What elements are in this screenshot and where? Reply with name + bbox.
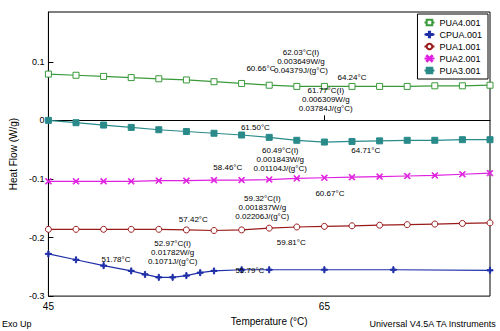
svg-text:51.78°C: 51.78°C [102,255,131,264]
svg-text:60.66°C: 60.66°C [246,64,275,73]
svg-text:0.1071J/(g°C): 0.1071J/(g°C) [148,257,198,266]
svg-text:0.01782W/g: 0.01782W/g [151,248,194,257]
svg-text:0.03784J/(g°C): 0.03784J/(g°C) [299,104,353,113]
svg-text:0: 0 [39,115,44,125]
svg-text:0.02206J/(g°C): 0.02206J/(g°C) [235,212,289,221]
svg-text:0.1: 0.1 [32,57,45,67]
svg-text:Exo Up: Exo Up [2,319,32,329]
svg-text:PUA2.001: PUA2.001 [439,54,480,64]
svg-text:55.79°C: 55.79°C [235,266,264,275]
svg-text:0.001837W/g: 0.001837W/g [239,203,287,212]
svg-text:PUA4.001: PUA4.001 [439,18,480,28]
svg-text:-0.1: -0.1 [29,174,45,184]
svg-text:Temperature (°C): Temperature (°C) [231,316,308,327]
svg-text:-0.3: -0.3 [29,291,45,301]
svg-text:0.003649W/g: 0.003649W/g [277,57,325,66]
svg-text:60.67°C: 60.67°C [315,189,344,198]
svg-text:0.01104J/(g°C): 0.01104J/(g°C) [254,164,308,173]
svg-text:0.04379J/(g°C): 0.04379J/(g°C) [274,66,328,75]
svg-text:PUA3.001: PUA3.001 [439,66,480,76]
svg-text:64.24°C: 64.24°C [338,73,367,82]
svg-text:0.001843W/g: 0.001843W/g [256,155,304,164]
svg-text:CPUA.001: CPUA.001 [439,30,482,40]
svg-text:59.32°C(I): 59.32°C(I) [244,194,281,203]
svg-text:65: 65 [319,301,331,312]
svg-text:PUA1.001: PUA1.001 [439,42,480,52]
svg-text:Universal V4.5A TA Instruments: Universal V4.5A TA Instruments [370,319,497,329]
svg-text:58.46°C: 58.46°C [213,163,242,172]
svg-text:61.77°C(I): 61.77°C(I) [308,86,345,95]
svg-text:-0.2: -0.2 [29,233,45,243]
svg-text:62.03°C(I): 62.03°C(I) [283,48,320,57]
svg-text:45: 45 [43,301,55,312]
svg-text:52.97°C(I): 52.97°C(I) [154,239,191,248]
svg-text:Heat Flow (W/g): Heat Flow (W/g) [8,118,19,190]
svg-text:60.49°C(I): 60.49°C(I) [262,146,299,155]
svg-text:64.71°C: 64.71°C [351,146,380,155]
svg-text:0.006309W/g: 0.006309W/g [302,95,350,104]
svg-text:61.50°C: 61.50°C [241,123,270,132]
svg-text:57.42°C: 57.42°C [179,215,208,224]
svg-text:59.81°C: 59.81°C [277,238,306,247]
